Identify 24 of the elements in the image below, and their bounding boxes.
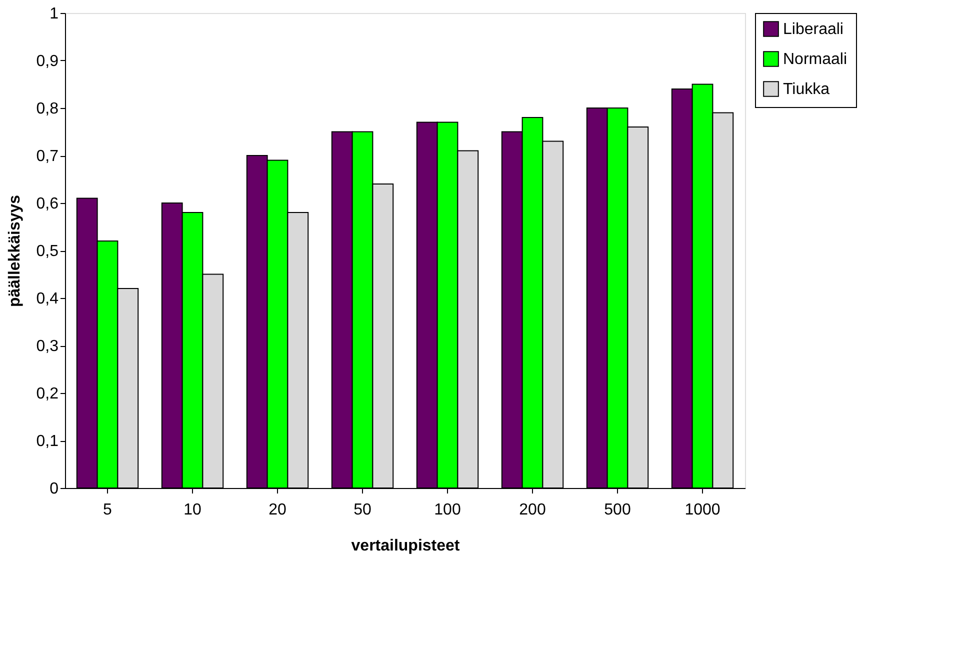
- y-tick-label: 0: [50, 480, 59, 498]
- legend-label: Normaali: [783, 51, 848, 68]
- x-tick-label: 500: [604, 502, 631, 518]
- x-tick-label: 100: [434, 502, 461, 518]
- y-tick-label: 0,9: [36, 53, 59, 70]
- y-tick-label: 0,2: [36, 386, 59, 402]
- x-tick-label: 5: [103, 502, 112, 518]
- x-tick-label: 10: [184, 502, 202, 518]
- x-axis-title: vertailupisteet: [351, 538, 460, 554]
- y-tick-label: 0,5: [36, 243, 59, 260]
- y-tick-label: 0,1: [36, 433, 59, 450]
- y-tick-label: 0,8: [36, 100, 59, 118]
- x-tick-label: 200: [519, 502, 546, 518]
- x-tick-label: 20: [268, 502, 286, 518]
- y-tick-label: 0,3: [36, 338, 59, 355]
- legend-label: Liberaali: [783, 21, 844, 38]
- y-tick-label: 0,7: [36, 148, 59, 165]
- y-tick-label: 0,6: [36, 196, 59, 212]
- y-axis-title: päällekkäisyys: [6, 194, 24, 308]
- x-tick-label: 1000: [684, 502, 720, 518]
- y-tick-label: 1: [50, 6, 59, 22]
- x-tick-label: 50: [354, 502, 372, 518]
- legend-label: Tiukka: [783, 81, 830, 98]
- y-tick-label: 0,4: [36, 290, 59, 308]
